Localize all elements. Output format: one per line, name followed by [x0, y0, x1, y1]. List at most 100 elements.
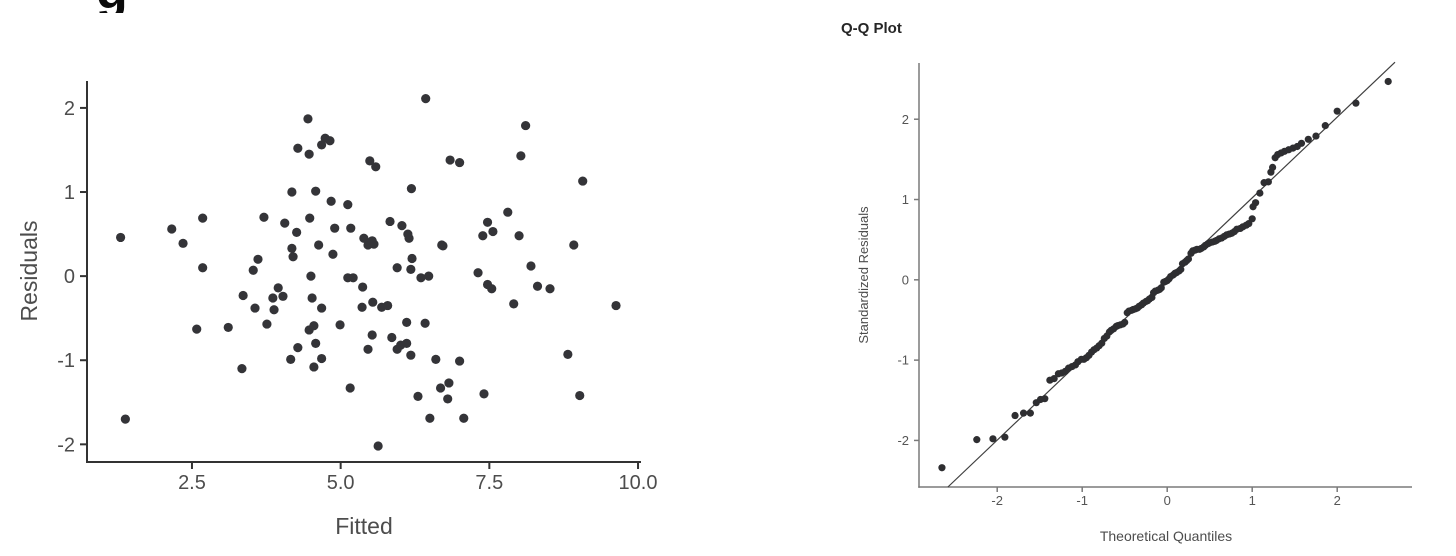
y-tick-label: 1 — [902, 192, 909, 207]
data-point — [459, 413, 469, 423]
data-point — [320, 133, 330, 143]
data-point — [287, 187, 297, 197]
data-point — [445, 155, 455, 165]
data-point — [192, 324, 202, 334]
data-point — [311, 186, 321, 196]
data-point — [1041, 395, 1049, 403]
data-point — [178, 238, 188, 248]
data-point — [402, 338, 412, 349]
data-point — [438, 241, 448, 251]
data-point — [1304, 135, 1312, 143]
data-point — [259, 212, 269, 222]
data-point — [328, 249, 338, 259]
data-point — [335, 320, 345, 330]
y-tick-label: -2 — [57, 434, 75, 456]
residuals-plot-x-axis-label: Fitted — [335, 513, 393, 539]
data-point — [280, 218, 290, 228]
data-point — [304, 149, 314, 159]
data-point — [120, 414, 130, 424]
data-point — [367, 236, 377, 246]
data-point — [359, 233, 369, 243]
data-point — [404, 233, 414, 243]
x-tick-label: 5.0 — [327, 472, 355, 494]
data-point — [575, 390, 585, 401]
data-point — [273, 283, 283, 293]
data-point — [563, 349, 573, 359]
data-point — [435, 383, 446, 393]
data-point — [286, 354, 296, 364]
data-point — [509, 299, 519, 309]
data-point — [303, 114, 313, 124]
data-point — [287, 243, 297, 253]
data-point — [385, 216, 395, 227]
data-point — [1011, 411, 1019, 420]
data-point — [973, 436, 981, 444]
data-point — [223, 322, 233, 333]
data-point — [402, 317, 412, 327]
data-point — [292, 227, 302, 237]
data-point — [383, 300, 393, 311]
data-point — [1177, 265, 1185, 273]
x-tick-label: 7.5 — [475, 472, 503, 494]
data-point — [317, 353, 327, 364]
data-point — [473, 268, 483, 278]
y-tick-label: 0 — [64, 266, 75, 288]
data-point — [311, 338, 321, 349]
data-point — [406, 264, 416, 274]
data-point — [1248, 215, 1256, 223]
data-point — [406, 350, 416, 360]
data-point — [343, 200, 353, 210]
data-point — [293, 143, 303, 153]
x-tick-label: 2 — [1334, 493, 1341, 508]
data-point — [413, 391, 423, 401]
y-tick-label: -1 — [897, 353, 909, 368]
data-point — [938, 464, 946, 472]
data-point — [482, 217, 493, 227]
data-point — [317, 303, 327, 313]
data-point — [368, 297, 378, 307]
data-point — [346, 223, 356, 233]
data-point — [250, 303, 260, 313]
data-point — [326, 196, 336, 206]
data-point — [545, 284, 555, 294]
data-point — [306, 271, 316, 281]
data-point — [424, 271, 434, 281]
data-point — [1252, 199, 1260, 207]
data-point — [237, 364, 247, 374]
data-point — [1050, 374, 1058, 383]
x-tick-label: -1 — [1076, 493, 1088, 508]
data-point — [478, 231, 488, 241]
data-point — [406, 184, 417, 194]
data-point — [1157, 284, 1165, 292]
data-point — [526, 261, 536, 271]
data-point — [345, 383, 355, 393]
data-point — [578, 176, 588, 186]
data-point — [1352, 99, 1360, 107]
x-tick-label: 1 — [1249, 493, 1256, 508]
data-point — [371, 162, 381, 172]
clipped-title-letter: g — [96, 0, 128, 13]
data-point — [307, 293, 317, 303]
y-tick-label: 2 — [902, 112, 909, 127]
data-point — [514, 231, 524, 241]
data-point — [1121, 318, 1129, 326]
x-tick-label: 0 — [1164, 493, 1171, 508]
y-tick-label: 1 — [64, 182, 75, 204]
y-tick-label: 0 — [902, 272, 909, 287]
data-point — [420, 318, 430, 328]
data-point — [407, 253, 417, 264]
x-tick-label: -2 — [991, 493, 1003, 508]
data-point — [198, 263, 208, 273]
y-tick-label: 2 — [64, 98, 75, 120]
data-point — [1001, 433, 1009, 441]
data-point — [268, 293, 278, 303]
data-point — [317, 140, 327, 150]
data-point — [358, 282, 368, 292]
data-point — [363, 344, 373, 354]
residuals-vs-fitted-panel: 2.5 5.0 7.5 10.0 -2 -1 0 1 2 — [57, 81, 657, 494]
data-point — [397, 221, 407, 231]
data-point — [569, 240, 579, 250]
data-point — [330, 223, 340, 233]
data-point — [1312, 132, 1320, 140]
data-point — [479, 389, 489, 399]
